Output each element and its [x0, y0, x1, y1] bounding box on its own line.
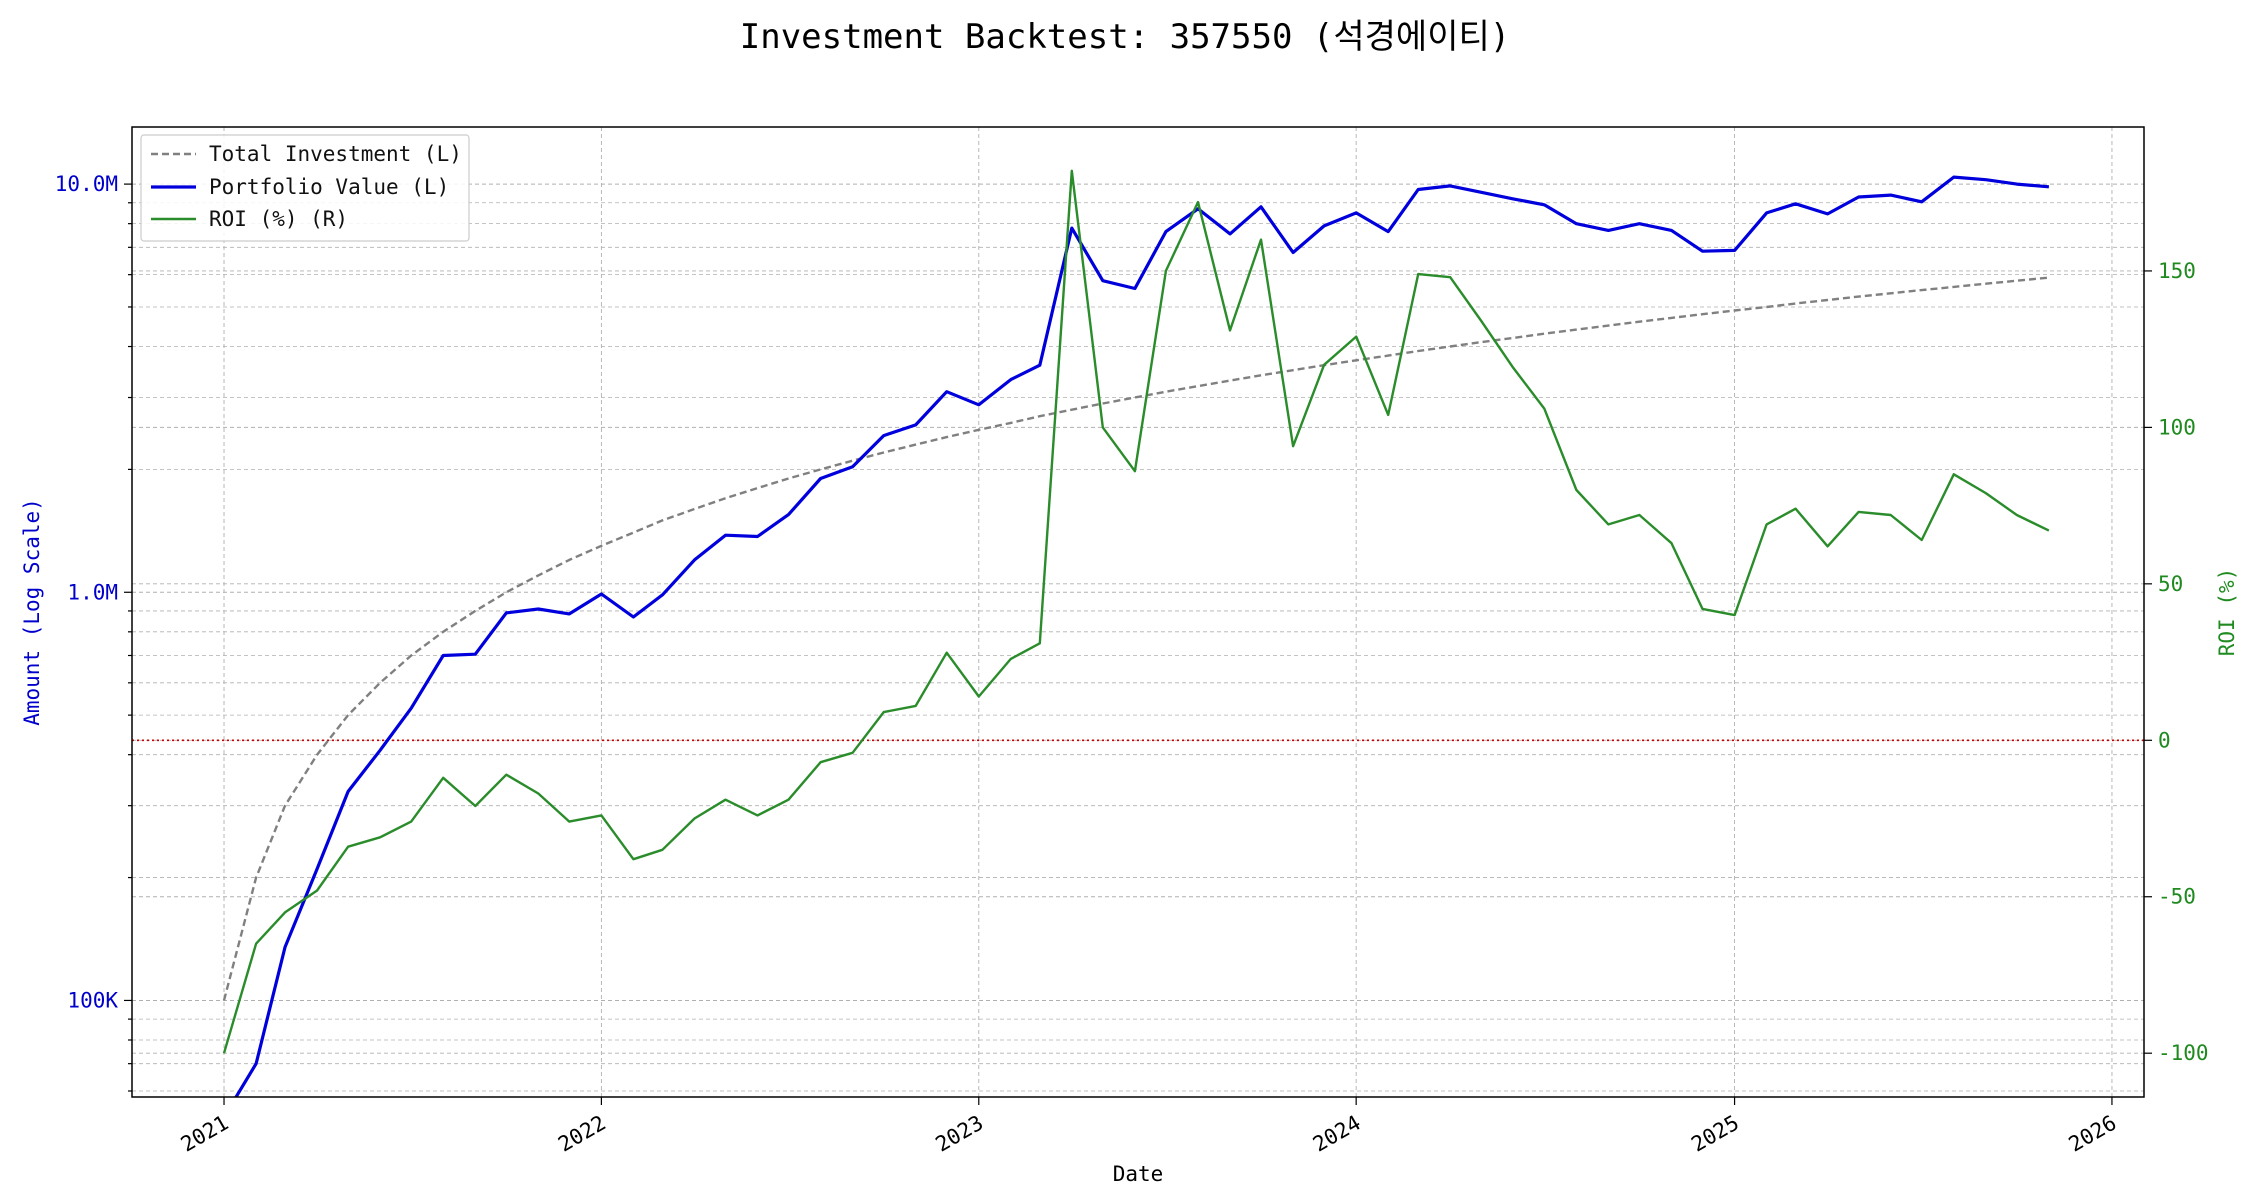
legend-box: [140, 134, 470, 242]
total-investment-line: [222, 276, 2050, 1001]
y-left-tick-label: 10.0M: [55, 172, 118, 196]
y-left-tick-label: 100K: [67, 988, 118, 1012]
y-right-tick-label: 100: [2158, 415, 2196, 439]
roi-line: [222, 169, 2050, 1054]
legend-label-total-investment: Total Investment (L): [209, 142, 462, 166]
y-left-tick-label: 1.0M: [67, 580, 118, 604]
y-axis-left-label: Amount (Log Scale): [20, 498, 44, 726]
chart-title: Investment Backtest: 357550 (석경에이티): [740, 17, 1511, 57]
y-right-tick-label: -50: [2158, 885, 2196, 909]
plot-frame: [131, 126, 2145, 1098]
portfolio-value-line: [234, 175, 2050, 1097]
y-right-tick-label: 50: [2158, 572, 2183, 596]
legend: Total Investment (L) Portfolio Value (L)…: [140, 134, 470, 242]
grid-layer: [132, 127, 2144, 1097]
y-axis-right-label: ROI (%): [2215, 568, 2239, 657]
y-right-tick-label: 0: [2158, 728, 2171, 752]
legend-label-portfolio-value: Portfolio Value (L): [209, 175, 449, 199]
x-axis-label: Date: [1113, 1162, 1164, 1186]
series-layer: [222, 169, 2050, 1097]
legend-label-roi: ROI (%) (R): [209, 207, 348, 231]
y-right-tick-label: -100: [2158, 1041, 2209, 1065]
y-right-tick-label: 150: [2158, 259, 2196, 283]
